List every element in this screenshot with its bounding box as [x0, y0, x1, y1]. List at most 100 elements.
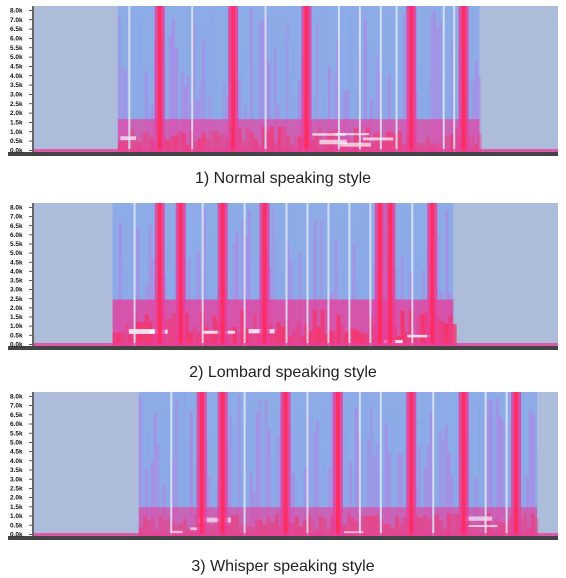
texture-column — [198, 86, 202, 152]
formant-energy — [446, 513, 451, 536]
y-axis-area — [8, 6, 34, 156]
texture-column — [444, 75, 448, 152]
formant-energy — [401, 144, 406, 152]
formant-energy — [182, 518, 187, 536]
texture-column — [477, 76, 481, 152]
texture-column — [501, 421, 505, 536]
texture-column — [196, 251, 200, 346]
texture-column — [450, 476, 454, 536]
texture-column — [267, 62, 271, 153]
y-tick-mark — [29, 316, 32, 318]
formant-energy — [421, 143, 426, 152]
texture-column — [303, 467, 307, 536]
texture-column — [291, 473, 295, 536]
y-tick-label: 8.0k — [10, 8, 23, 15]
formant-energy — [240, 309, 245, 346]
y-tick-mark — [29, 261, 32, 263]
formant-energy — [181, 132, 186, 152]
y-tick-label: 6.0k — [10, 36, 23, 43]
formant-streak — [340, 142, 371, 147]
formant-energy — [228, 327, 233, 346]
y-tick-mark — [29, 478, 32, 480]
texture-column — [321, 448, 325, 536]
y-axis-area — [8, 203, 34, 350]
caption-whisper: 3) Whisper speaking style — [191, 558, 375, 575]
formant-energy — [262, 525, 267, 536]
formant-energy — [506, 518, 511, 536]
formant-energy — [129, 129, 134, 152]
formant-energy — [424, 312, 429, 346]
silence-gap — [432, 392, 435, 536]
silence-gap — [505, 392, 508, 536]
formant-energy — [370, 515, 375, 536]
formant-energy — [184, 313, 189, 346]
silence-gap — [453, 6, 456, 152]
formant-streak — [461, 516, 493, 521]
fricative-burst-core — [304, 6, 309, 152]
texture-column — [193, 239, 197, 346]
formant-energy — [124, 322, 129, 346]
texture-column — [234, 432, 238, 536]
formant-energy — [498, 522, 503, 536]
texture-column — [189, 411, 193, 536]
formant-energy — [394, 515, 399, 536]
texture-column — [372, 51, 376, 152]
y-tick-label: 2.0k — [10, 495, 23, 502]
formant-energy — [297, 136, 302, 152]
formant-streak — [407, 334, 431, 338]
formant-energy — [168, 318, 173, 346]
texture-column — [120, 67, 124, 152]
texture-column — [186, 76, 190, 152]
silence-gap — [306, 203, 309, 346]
formant-energy — [257, 144, 262, 152]
texture-column — [528, 408, 532, 536]
texture-column — [141, 409, 145, 536]
formant-energy — [213, 130, 218, 152]
formant-energy — [300, 335, 305, 346]
texture-column — [429, 15, 433, 153]
y-tick-mark — [29, 534, 32, 535]
formant-energy — [494, 518, 499, 536]
texture-column — [252, 74, 256, 152]
texture-column — [210, 8, 214, 153]
texture-column — [261, 20, 265, 153]
formant-energy — [193, 141, 198, 152]
y-tick-label: 5.5k — [10, 430, 23, 437]
formant-energy — [225, 137, 230, 152]
y-tick-mark — [29, 84, 32, 86]
formant-energy — [336, 315, 341, 346]
formant-energy — [221, 133, 226, 152]
formant-energy — [190, 526, 195, 536]
texture-column — [474, 60, 478, 152]
texture-column — [139, 243, 143, 346]
texture-column — [237, 78, 241, 152]
formant-energy — [268, 323, 273, 346]
texture-column — [288, 75, 292, 152]
texture-column — [417, 446, 421, 536]
texture-column — [340, 217, 344, 346]
formant-energy — [269, 126, 274, 152]
silence-gap — [348, 203, 351, 346]
spectrogram-normal: 8.0k 7.0k 6.5k 6.0k 5.5k 5.0k 4.5k 4.0k 3.5k 3.0k… — [8, 6, 558, 156]
texture-column — [360, 77, 364, 152]
texture-column — [238, 205, 242, 346]
y-tick-mark — [29, 469, 32, 471]
y-tick-label: 1.0k — [10, 323, 23, 330]
y-axis-line — [32, 392, 34, 536]
texture-column — [240, 473, 244, 536]
y-tick-label: 0.5k — [10, 332, 23, 339]
texture-column — [315, 21, 319, 152]
texture-column — [202, 208, 206, 346]
formant-energy — [330, 515, 335, 536]
y-tick-label: 3.5k — [10, 82, 23, 89]
formant-energy — [360, 333, 365, 346]
texture-column — [264, 399, 268, 536]
y-tick-label: 0.0k — [10, 532, 23, 539]
formant-energy — [285, 135, 290, 152]
formant-energy — [349, 141, 354, 152]
texture-column — [402, 418, 406, 536]
texture-column — [148, 225, 152, 346]
formant-energy — [420, 313, 425, 346]
formant-energy — [470, 524, 475, 536]
silence-gap — [243, 203, 246, 346]
